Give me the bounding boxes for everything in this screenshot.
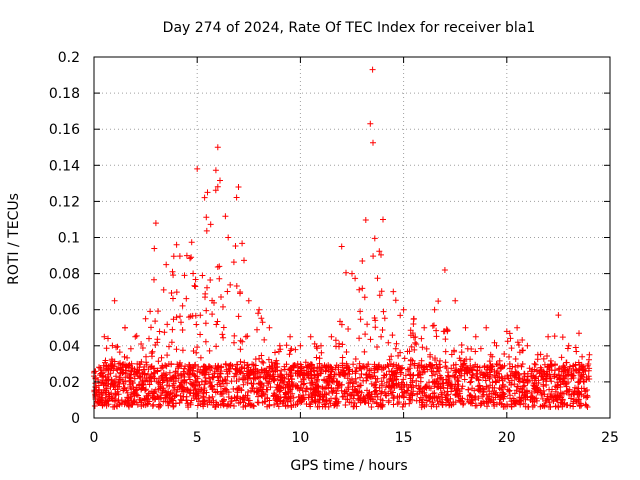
data-point-group	[92, 283, 593, 411]
x-tick-label: 25	[601, 430, 619, 446]
chart-title: Day 274 of 2024, Rate Of TEC Index for r…	[163, 20, 536, 36]
y-tick-label: 0.02	[49, 375, 80, 391]
x-axis-label: GPS time / hours	[290, 458, 407, 474]
y-tick-label: 0.16	[49, 122, 80, 138]
y-tick-label: 0.12	[49, 194, 80, 210]
x-tick-label: 20	[498, 430, 516, 446]
y-tick-label: 0.14	[49, 158, 80, 174]
data-point-group	[91, 183, 590, 410]
y-axis-label: ROTI / TECUs	[6, 193, 22, 285]
grid-lines	[94, 57, 610, 418]
x-tick-label: 15	[395, 430, 413, 446]
x-tick-label: 10	[291, 430, 309, 446]
y-tick-label: 0.2	[58, 50, 80, 66]
x-tick-label: 5	[193, 430, 202, 446]
y-tick-label: 0.06	[49, 303, 80, 319]
data-point-group	[97, 213, 592, 411]
y-tick-label: 0	[71, 411, 80, 427]
y-tick-label: 0.04	[49, 339, 80, 355]
x-tick-label: 0	[90, 430, 99, 446]
y-tick-label: 0.08	[49, 267, 80, 283]
axis-ticks: 0 5 10 15 20 25 0 0.02 0.04 0.06 0.08 0.1 0.12 0.14 0.…	[49, 50, 619, 446]
y-tick-label: 0.1	[58, 231, 80, 247]
data-point-peaks	[91, 66, 593, 376]
data-points	[91, 66, 593, 411]
y-tick-label: 0.18	[49, 86, 80, 102]
